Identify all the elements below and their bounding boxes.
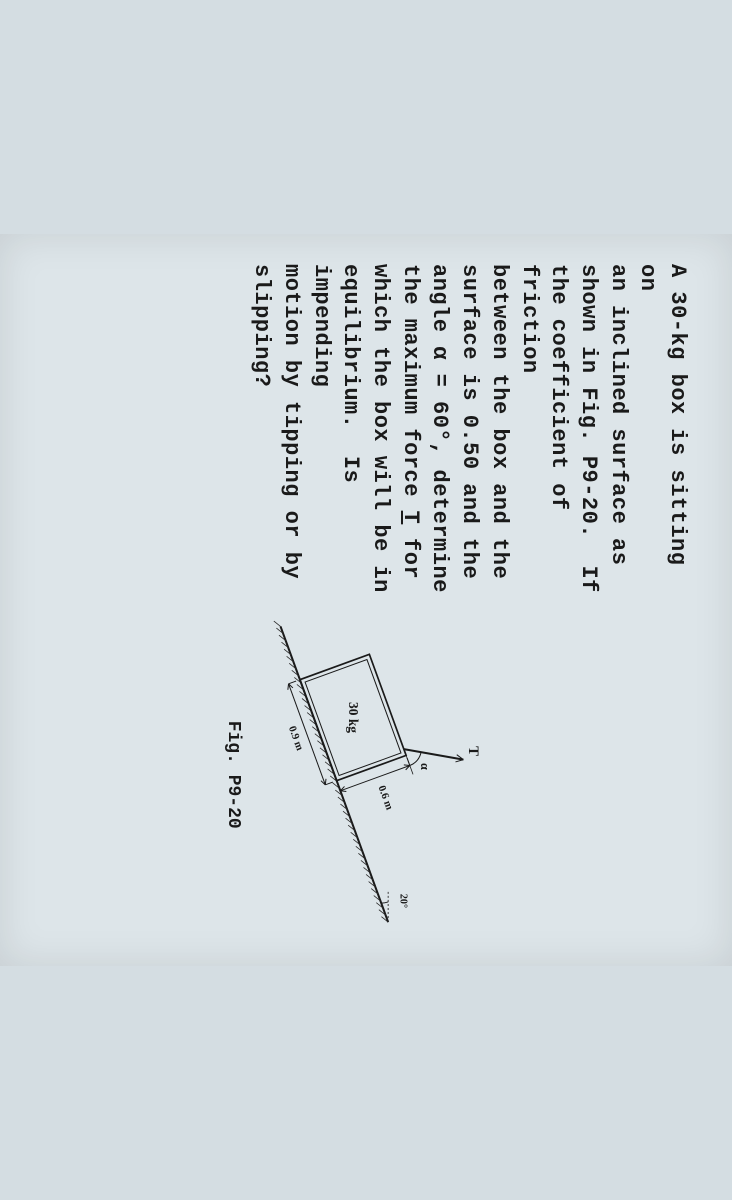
figure-diagram: 30 kg 0.9 m 0.6 m Tα 20° [253, 613, 508, 936]
problem-line-3: shown in Fig. P9-20. If [573, 264, 603, 593]
figure-block: 30 kg 0.9 m 0.6 m Tα 20° Fig. P9-20 [40, 613, 692, 936]
problem-text: A 30-kg box is sitting on an inclined su… [40, 264, 692, 613]
problem-line-4: the coefficient of friction [514, 264, 573, 593]
figure-caption: Fig. P9-20 [223, 721, 243, 829]
svg-text:T: T [464, 747, 480, 757]
problem-line-10: equilibrium. Is impending [306, 264, 365, 593]
problem-line-6: surface is 0.50 and the [455, 264, 485, 593]
svg-text:0.6 m: 0.6 m [375, 784, 395, 812]
problem-line-9: which the box will be in [365, 264, 395, 593]
problem-line-8: the maximum force T for [395, 264, 425, 593]
force-symbol: T [398, 511, 423, 525]
page: A 30-kg box is sitting on an inclined su… [0, 234, 732, 966]
problem-line-2: an inclined surface as [603, 264, 633, 593]
svg-text:0.9 m: 0.9 m [286, 725, 306, 753]
problem-line-5: between the box and the [484, 264, 514, 593]
problem-line-11: motion by tipping or by [276, 264, 306, 593]
problem-line-7: angle α = 60°, determine [425, 264, 455, 593]
problem-line-1: A 30-kg box is sitting on [633, 264, 692, 593]
svg-text:30 kg: 30 kg [346, 702, 361, 733]
svg-text:α: α [418, 763, 432, 770]
problem-line-12: slipping? [247, 264, 277, 593]
svg-text:20°: 20° [397, 894, 408, 908]
